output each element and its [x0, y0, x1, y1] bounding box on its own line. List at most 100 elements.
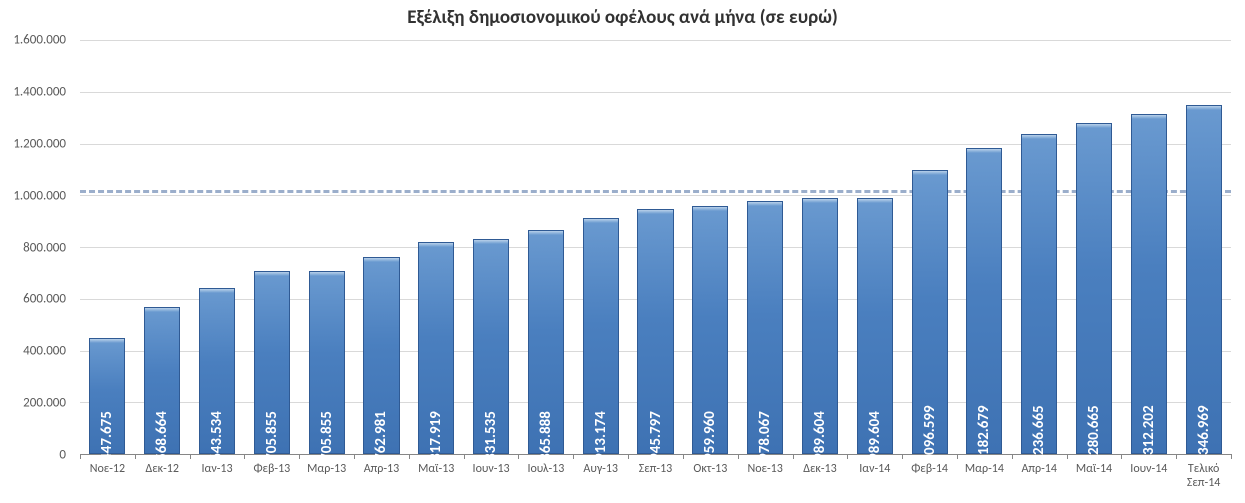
bar-highlight — [145, 308, 179, 312]
bar: 1.236.665 — [1021, 134, 1057, 454]
bar-slot: 1.312.202 — [1121, 40, 1176, 454]
y-tick-label: 1.600.000 — [13, 33, 66, 48]
bar: 705.855 — [254, 271, 290, 454]
bar: 817.919 — [418, 242, 454, 454]
bar: 1.096.599 — [912, 170, 948, 454]
bar-highlight — [419, 243, 453, 247]
y-axis-labels: 0200.000400.000600.000800.0001.000.0001.… — [0, 40, 74, 455]
bar-highlight — [1077, 124, 1111, 128]
bar-slot: 945.797 — [628, 40, 683, 454]
bar: 447.675 — [89, 338, 125, 454]
bar-slot: 817.919 — [409, 40, 464, 454]
bar-slot: 978.067 — [738, 40, 793, 454]
bar-highlight — [803, 199, 837, 203]
x-tick-label: Οκτ-13 — [683, 459, 738, 503]
y-tick-label: 0 — [59, 448, 66, 463]
x-tick-label: Μαρ-13 — [299, 459, 354, 503]
bar-slot: 1.096.599 — [902, 40, 957, 454]
x-tick-label: Μαρ-14 — [957, 459, 1012, 503]
x-tick-label: Ιαν-14 — [847, 459, 902, 503]
bar: 1.280.665 — [1076, 123, 1112, 454]
bar-slot: 989.604 — [847, 40, 902, 454]
bar-value-label: 1.236.665 — [1030, 405, 1048, 466]
bar-value-label: 1.312.202 — [1140, 405, 1158, 466]
bar-highlight — [638, 210, 672, 214]
bar-value-label: 831.535 — [482, 411, 500, 461]
x-tick-label: ΤελικόΣεπ-14 — [1176, 459, 1231, 503]
bar-value-label: 1.096.599 — [921, 405, 939, 466]
bar-value-label: 817.919 — [427, 411, 445, 461]
bar: 978.067 — [747, 201, 783, 454]
bar-highlight — [364, 258, 398, 262]
bar-value-label: 865.888 — [537, 411, 555, 461]
bar-slot: 1.182.679 — [957, 40, 1012, 454]
bar: 1.182.679 — [966, 148, 1002, 454]
x-tick-label: Μαϊ-13 — [409, 459, 464, 503]
bar-value-label: 1.182.679 — [975, 405, 993, 466]
bar-highlight — [200, 289, 234, 293]
bar-value-label: 705.855 — [263, 411, 281, 461]
bar-highlight — [913, 171, 947, 175]
bar: 1.346.969 — [1186, 105, 1222, 454]
x-tick-label: Ιουν-13 — [464, 459, 519, 503]
x-tick-label: Αυγ-13 — [573, 459, 628, 503]
bar-highlight — [1187, 106, 1221, 110]
bar-slot: 447.675 — [80, 40, 135, 454]
bar-value-label: 913.174 — [592, 411, 610, 461]
bar-slot: 705.855 — [244, 40, 299, 454]
bar-value-label: 945.797 — [647, 411, 665, 461]
bar-value-label: 1.346.969 — [1195, 405, 1213, 466]
bar-highlight — [529, 231, 563, 235]
bar-highlight — [967, 149, 1001, 153]
bar-value-label: 705.855 — [318, 411, 336, 461]
bar: 1.312.202 — [1131, 114, 1167, 454]
bar-slot: 1.280.665 — [1067, 40, 1122, 454]
bar-slot: 762.981 — [354, 40, 409, 454]
bars-group: 447.675568.664643.534705.855705.855762.9… — [80, 40, 1231, 454]
bar-value-label: 1.280.665 — [1085, 405, 1103, 466]
x-tick-label: Ιαν-13 — [190, 459, 245, 503]
y-tick-label: 1.400.000 — [13, 84, 66, 99]
x-tick-label: Απρ-13 — [354, 459, 409, 503]
bar-slot: 831.535 — [464, 40, 519, 454]
bar-highlight — [255, 272, 289, 276]
x-tick-label: Νοε-13 — [738, 459, 793, 503]
bar: 865.888 — [528, 230, 564, 454]
bar-value-label: 959.960 — [701, 411, 719, 461]
bar-highlight — [858, 199, 892, 203]
bar-slot: 865.888 — [519, 40, 574, 454]
bar: 913.174 — [583, 218, 619, 454]
y-tick-label: 200.000 — [23, 396, 66, 411]
y-tick-label: 400.000 — [23, 344, 66, 359]
x-tick-label: Ιουν-14 — [1121, 459, 1176, 503]
plot-area: 447.675568.664643.534705.855705.855762.9… — [80, 40, 1231, 455]
bar: 959.960 — [692, 206, 728, 454]
bar-slot: 643.534 — [190, 40, 245, 454]
bar: 643.534 — [199, 288, 235, 455]
bar: 945.797 — [637, 209, 673, 454]
x-tick-label: Φεβ-13 — [244, 459, 299, 503]
x-tick-label: Σεπ-13 — [628, 459, 683, 503]
bar-highlight — [90, 339, 124, 343]
y-tick-label: 800.000 — [23, 240, 66, 255]
bar-highlight — [1022, 135, 1056, 139]
bar: 705.855 — [309, 271, 345, 454]
bar-slot: 913.174 — [573, 40, 628, 454]
x-tick-label: Δεκ-12 — [135, 459, 190, 503]
bar: 989.604 — [802, 198, 838, 454]
bar-slot: 989.604 — [793, 40, 848, 454]
bar-slot: 705.855 — [299, 40, 354, 454]
x-tick-label: Φεβ-14 — [902, 459, 957, 503]
bar: 989.604 — [857, 198, 893, 454]
bar-highlight — [748, 202, 782, 206]
bar-value-label: 978.067 — [756, 411, 774, 461]
y-tick-label: 1.200.000 — [13, 136, 66, 151]
bar-value-label: 643.534 — [208, 411, 226, 461]
bar: 762.981 — [363, 257, 399, 454]
bar-value-label: 989.604 — [811, 411, 829, 461]
y-tick-label: 1.000.000 — [13, 188, 66, 203]
x-tick-label: Ιουλ-13 — [519, 459, 574, 503]
bar-slot: 1.236.665 — [1012, 40, 1067, 454]
x-tick-label: Δεκ-13 — [793, 459, 848, 503]
bar-value-label: 568.664 — [153, 411, 171, 461]
